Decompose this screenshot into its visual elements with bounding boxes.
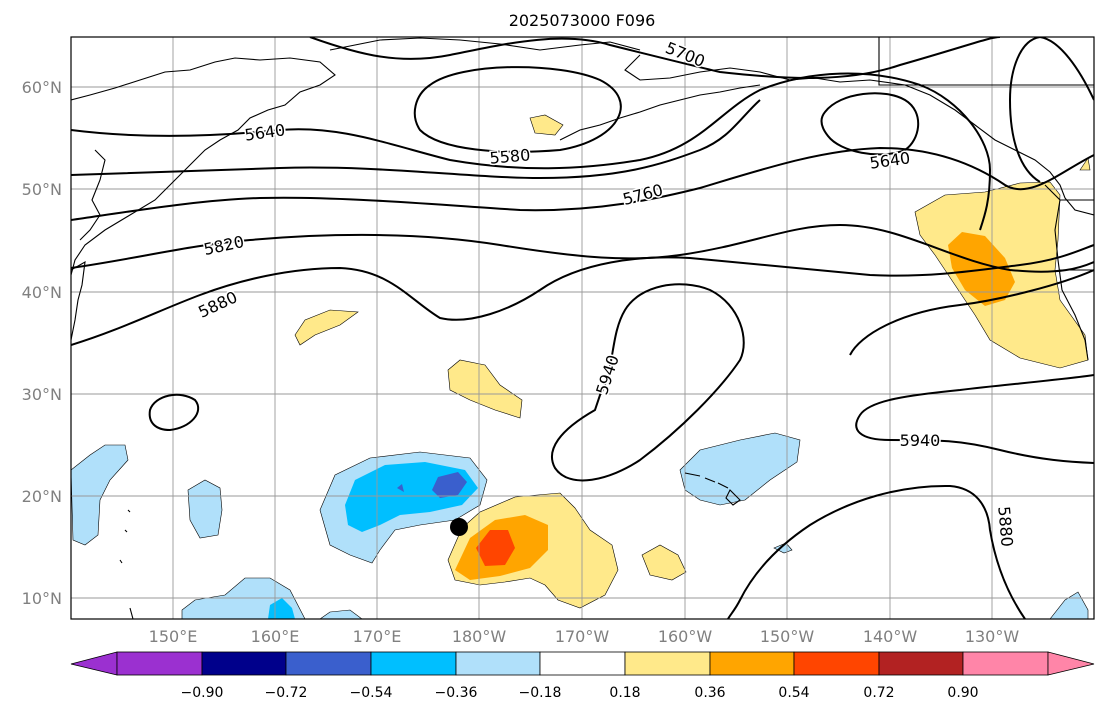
alaska-west <box>329 37 641 51</box>
lat-label-60n: 60°N <box>22 78 62 97</box>
negative-area-small-east <box>773 542 793 554</box>
contour-label-5940-east: 5940 <box>900 431 941 450</box>
contour-5760 <box>71 146 1094 221</box>
japan-north <box>71 260 86 341</box>
small-islands <box>119 509 134 619</box>
negative-area-southeast <box>1049 591 1089 619</box>
contour-5880-east <box>849 269 1094 356</box>
colorbar-segment <box>878 651 964 676</box>
colorbar-segment <box>793 651 880 676</box>
colorbar-segment <box>962 651 1049 676</box>
lat-label-40n: 40°N <box>22 283 62 302</box>
lat-label-50n: 50°N <box>22 180 62 199</box>
colorbar-label: 0.72 <box>863 685 894 701</box>
positive-area-midlat <box>294 309 359 346</box>
kamchatka <box>79 149 106 241</box>
lon-label-150w: 150°W <box>760 627 815 646</box>
longitude-labels: 150°E 160°E 170°E 180°W 170°W 160°W 150°… <box>149 627 1020 646</box>
colorbar-label: −0.18 <box>519 685 562 701</box>
negative-area-west-small <box>187 479 223 539</box>
map-area <box>71 37 1094 619</box>
contour-5940-loop <box>550 283 745 482</box>
colorbar-label: −0.90 <box>181 685 224 701</box>
colorbar-segment <box>285 651 372 676</box>
positive-area-bering <box>529 114 564 136</box>
red-area-main <box>476 530 515 566</box>
colorbar-label: 0.90 <box>947 685 978 701</box>
royal-blue-spot <box>397 484 404 492</box>
positive-area-central <box>447 359 523 419</box>
colorbar-label: −0.54 <box>350 685 393 701</box>
colorbar-label: −0.36 <box>435 685 478 701</box>
colorbar-segment <box>116 651 203 676</box>
negative-area-hawaii <box>679 432 801 506</box>
positive-area-tropics-east <box>641 544 687 581</box>
negative-area-south-center <box>319 609 363 619</box>
coastlines <box>71 37 1094 619</box>
latitude-labels: 60°N 50°N 40°N 30°N 20°N 10°N <box>22 78 62 608</box>
colorbar-segment <box>709 651 795 676</box>
lon-label-140w: 140°W <box>863 627 918 646</box>
colorbar-label: 0.54 <box>778 685 809 701</box>
lat-label-30n: 30°N <box>22 385 62 404</box>
lon-label-170e: 170°E <box>353 627 402 646</box>
asia-coast <box>71 57 336 276</box>
figure-title: 2025073000 F096 <box>509 11 656 30</box>
lat-label-20n: 20°N <box>22 487 62 506</box>
storm-center-marker <box>450 518 468 536</box>
colorbar-segment <box>539 651 626 676</box>
contour-5880-north <box>71 244 1094 346</box>
aleutian-chain <box>559 84 761 141</box>
contour-5580-west <box>413 66 622 153</box>
colorbar-label: 0.36 <box>694 685 725 701</box>
contour-label-5880-east: 5880 <box>994 505 1016 547</box>
positive-area-alaska-coast <box>1079 157 1091 171</box>
height-contours <box>71 37 1094 619</box>
contour-5940-east <box>855 374 1094 464</box>
contour-5880-south <box>727 484 1026 619</box>
contour-5700 <box>71 37 1001 180</box>
contour-5640 <box>71 72 992 231</box>
hawaii-islands <box>684 472 741 506</box>
colorbar-label: 0.18 <box>609 685 640 701</box>
colorbar-labels: −0.90 −0.72 −0.54 −0.36 −0.18 0.18 0.36 … <box>181 685 979 701</box>
lon-label-130w: 130°W <box>965 627 1020 646</box>
royal-blue-area <box>432 472 467 498</box>
lon-label-160e: 160°E <box>251 627 300 646</box>
colorbar-segment <box>455 651 541 676</box>
colorbar-segment <box>370 651 457 676</box>
lon-label-180w: 180°W <box>452 627 507 646</box>
colorbar <box>70 651 1095 676</box>
negative-area-west <box>71 444 129 546</box>
colorbar-extend-high <box>1047 651 1095 676</box>
contour-5880-alaska <box>1008 37 1094 183</box>
lon-label-160w: 160°W <box>658 627 713 646</box>
lon-label-150e: 150°E <box>149 627 198 646</box>
colorbar-segment <box>624 651 711 676</box>
contour-label-5580: 5580 <box>489 145 531 167</box>
map-frame <box>70 36 1095 620</box>
anomaly-shading <box>71 114 1091 619</box>
colorbar-label: −0.72 <box>265 685 308 701</box>
lon-label-170w: 170°W <box>555 627 610 646</box>
contour-5940-west <box>148 393 200 432</box>
colorbar-segment <box>201 651 287 676</box>
colorbar-extend-low <box>70 651 118 676</box>
contour-label-group: 5700 5640 5580 5640 5760 5820 5880 5940 … <box>194 37 1018 550</box>
lat-label-10n: 10°N <box>22 589 62 608</box>
canada-coast <box>1044 184 1089 361</box>
